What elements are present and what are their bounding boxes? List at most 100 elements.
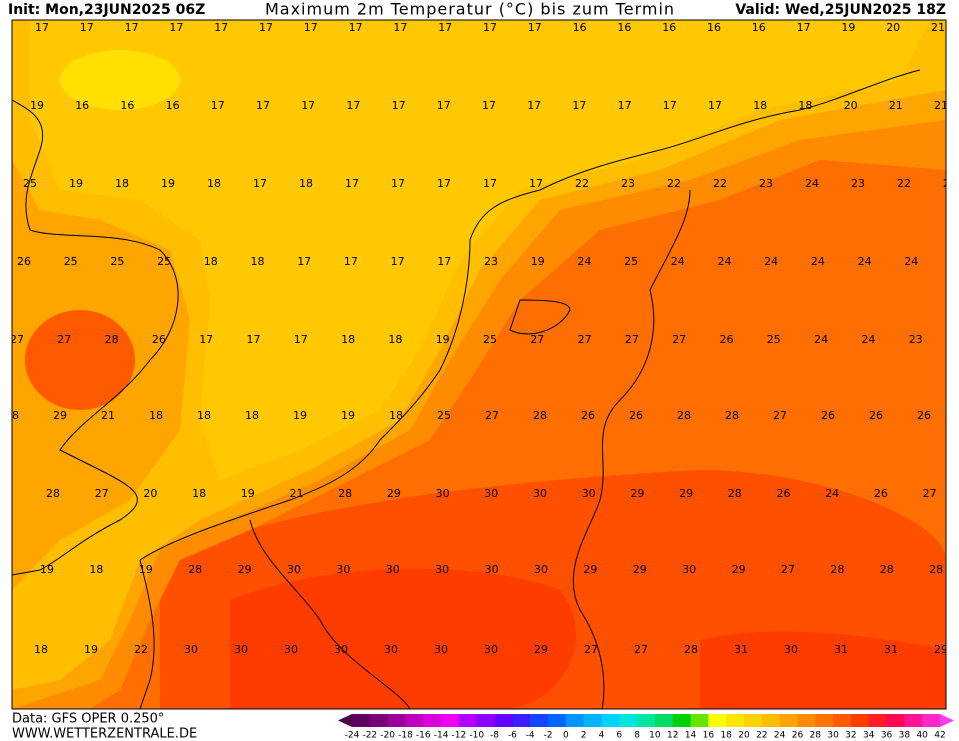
- temperature-label: 19: [40, 563, 54, 576]
- temperature-label: 27: [10, 333, 24, 346]
- temperature-label: 22: [943, 177, 957, 190]
- temperature-label: 16: [617, 21, 631, 34]
- temperature-label: 17: [256, 99, 270, 112]
- colorbar-cell: [619, 714, 638, 727]
- temperature-label: 24: [825, 487, 839, 500]
- colorbar-tick-label: 8: [634, 731, 640, 741]
- temperature-label: 17: [438, 21, 452, 34]
- temperature-label: 23: [484, 255, 498, 268]
- colorbar-cell: [530, 714, 549, 727]
- temperature-label: 26: [720, 333, 734, 346]
- temperature-label: 17: [259, 21, 273, 34]
- temperature-label: 30: [485, 563, 499, 576]
- temperature-label: 27: [578, 333, 592, 346]
- temperature-label: 29: [583, 563, 597, 576]
- temperature-label: 17: [393, 21, 407, 34]
- temperature-label: 26: [17, 255, 31, 268]
- colorbar-cell: [548, 714, 567, 727]
- temperature-label: 30: [484, 643, 498, 656]
- temperature-label: 28: [105, 333, 119, 346]
- temperature-label: 17: [346, 99, 360, 112]
- temperature-label: 21: [934, 99, 948, 112]
- temperature-label: 19: [241, 487, 255, 500]
- temperature-label: 17: [529, 177, 543, 190]
- colorbar-tick-label: 28: [810, 731, 822, 741]
- temperature-label: 17: [253, 177, 267, 190]
- temperature-label: 24: [671, 255, 685, 268]
- temperature-label: 18: [245, 409, 259, 422]
- colorbar-tick-label: -4: [526, 731, 535, 741]
- colorbar-cell: [601, 714, 620, 727]
- colorbar-cell: [779, 714, 798, 727]
- temperature-label: 21: [889, 99, 903, 112]
- temperature-label: 18: [251, 255, 265, 268]
- temperature-label: 30: [436, 487, 450, 500]
- temperature-label: 29: [679, 487, 693, 500]
- temperature-label: 17: [199, 333, 213, 346]
- website: WWW.WETTERZENTRALE.DE: [12, 727, 197, 741]
- colorbar-cell: [690, 714, 709, 727]
- temperature-label: 27: [773, 409, 787, 422]
- temperature-label: 27: [530, 333, 544, 346]
- temperature-label: 18: [299, 177, 313, 190]
- temperature-label: 18: [798, 99, 812, 112]
- colorbar-cell: [922, 714, 941, 727]
- temperature-label: 27: [57, 333, 71, 346]
- temperature-label: 26: [777, 487, 791, 500]
- temperature-label: 29: [53, 409, 67, 422]
- colorbar-tick-label: 38: [899, 731, 911, 741]
- temperature-label: 31: [734, 643, 748, 656]
- temperature-label: 17: [304, 21, 318, 34]
- colorbar-cell: [904, 714, 923, 727]
- temperature-label: 26: [152, 333, 166, 346]
- temperature-label: 24: [814, 333, 828, 346]
- colorbar-cell: [494, 714, 513, 727]
- colorbar-cell: [387, 714, 406, 727]
- temperature-label: 19: [161, 177, 175, 190]
- temperature-label: 17: [483, 21, 497, 34]
- colorbar-tick-label: 36: [881, 731, 893, 741]
- temperature-label: 24: [811, 255, 825, 268]
- temperature-label: 28: [46, 487, 60, 500]
- temperature-label: 30: [384, 643, 398, 656]
- temperature-label: 17: [35, 21, 49, 34]
- temperature-label: 28: [728, 487, 742, 500]
- colorbar-cell: [797, 714, 816, 727]
- temperature-label: 21: [101, 409, 115, 422]
- colorbar-tick-label: 40: [916, 731, 928, 741]
- temperature-label: 27: [625, 333, 639, 346]
- temperature-label: 25: [483, 333, 497, 346]
- colorbar-tick-label: -2: [544, 731, 553, 741]
- temperature-label: 25: [23, 177, 37, 190]
- temperature-label: 23: [621, 177, 635, 190]
- temperature-label: 28: [533, 409, 547, 422]
- temperature-label: 19: [341, 409, 355, 422]
- temperature-label: 19: [139, 563, 153, 576]
- colorbar-tick-label: -20: [380, 731, 395, 741]
- colorbar-cell: [637, 714, 656, 727]
- colorbar-tick-label: -18: [398, 731, 413, 741]
- colorbar-cell: [708, 714, 727, 727]
- colorbar-cell: [654, 714, 674, 727]
- temperature-label: 17: [297, 255, 311, 268]
- colorbar-tick-label: 14: [685, 731, 697, 741]
- colorbar-cell: [815, 714, 834, 727]
- colorbar-cell: [833, 714, 852, 727]
- temperature-label: 22: [897, 177, 911, 190]
- colorbar-cell: [672, 714, 692, 727]
- colorbar-cell: [441, 714, 460, 727]
- temperature-label: 31: [884, 643, 898, 656]
- temperature-label: 19: [531, 255, 545, 268]
- temperature-label: 18: [207, 177, 221, 190]
- temperature-label: 30: [284, 643, 298, 656]
- temperature-label: 21: [931, 21, 945, 34]
- temperature-label: 17: [301, 99, 315, 112]
- temperature-label: 30: [484, 487, 498, 500]
- temperature-label: 17: [663, 99, 677, 112]
- temperature-label: 24: [805, 177, 819, 190]
- temperature-label: 18: [753, 99, 767, 112]
- temperature-label: 25: [767, 333, 781, 346]
- temperature-label: 26: [821, 409, 835, 422]
- temperature-label: 17: [344, 255, 358, 268]
